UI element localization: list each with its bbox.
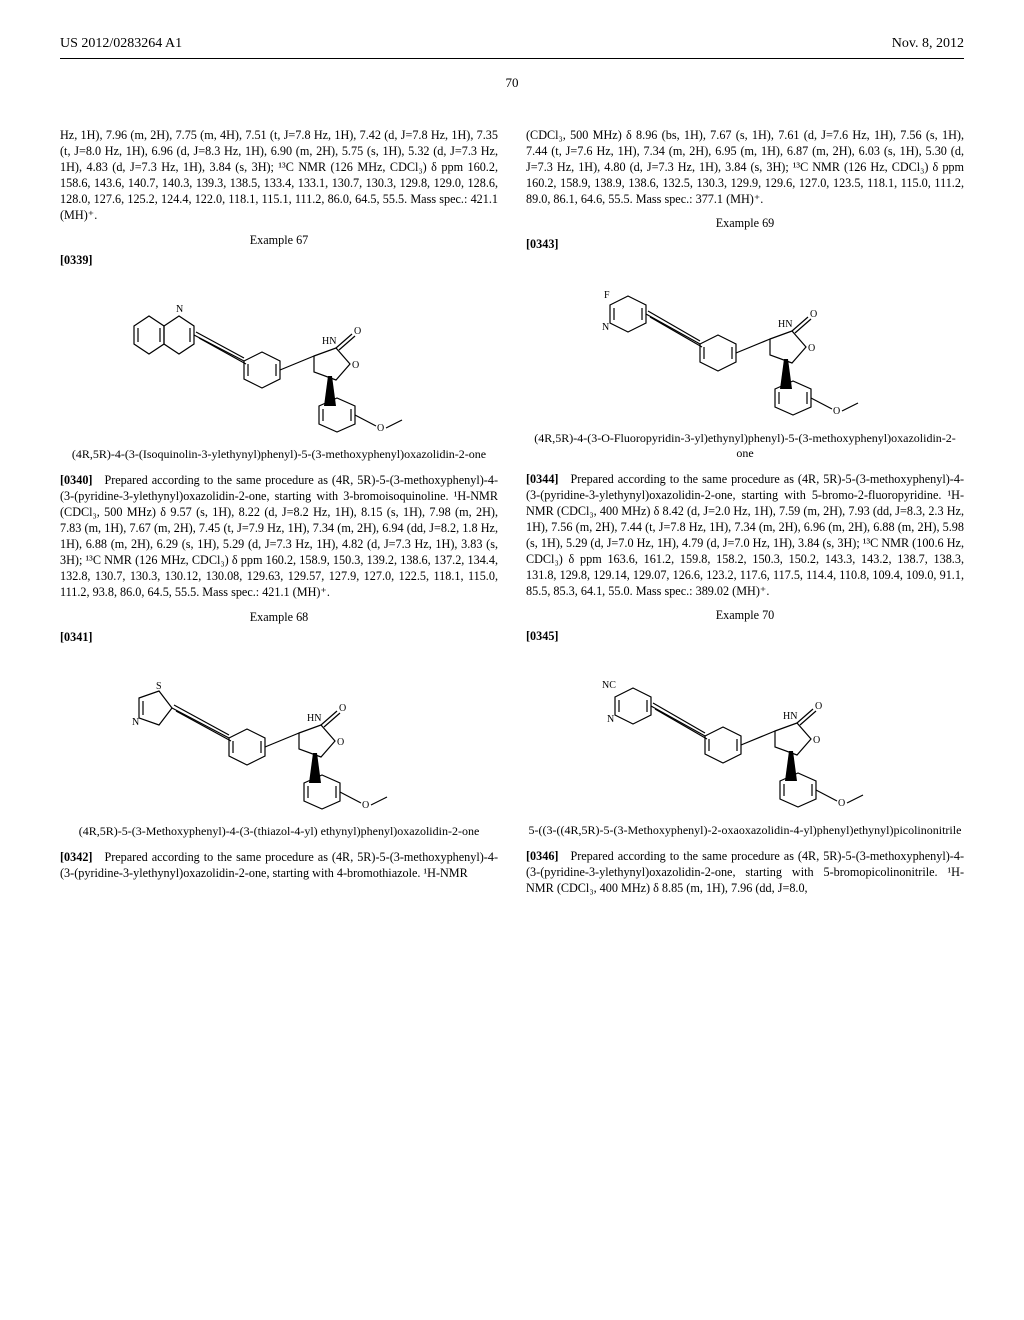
svg-text:HN: HN	[783, 711, 797, 722]
compound-68-title: (4R,5R)-5-(3-Methoxyphenyl)-4-(3-(thiazo…	[60, 824, 498, 839]
para-0340: [0340] Prepared according to the same pr…	[60, 472, 498, 601]
structure-69: N F HN O O	[580, 260, 910, 425]
continuation-text-right: (CDCl₃, 500 MHz) δ 8.96 (bs, 1H), 7.67 (…	[526, 127, 964, 207]
svg-text:O: O	[337, 737, 344, 748]
svg-text:O: O	[815, 701, 822, 712]
para-num-0343: [0343]	[526, 237, 559, 251]
structure-68: S N HN O	[114, 653, 444, 818]
example-67-label: Example 67	[60, 232, 498, 248]
svg-text:O: O	[354, 326, 361, 337]
compound-69-title: (4R,5R)-4-(3-O-Fluoropyridin-3-yl)ethyny…	[526, 431, 964, 461]
svg-text:NC: NC	[602, 680, 616, 691]
svg-text:O: O	[377, 423, 384, 434]
svg-text:N: N	[176, 304, 183, 315]
patent-page: US 2012/0283264 A1 Nov. 8, 2012 70 Hz, 1…	[0, 0, 1024, 944]
para-0342-text: Prepared according to the same procedure…	[60, 850, 498, 880]
svg-text:O: O	[838, 798, 845, 809]
compound-67-title: (4R,5R)-4-(3-(Isoquinolin-3-ylethynyl)ph…	[60, 447, 498, 462]
para-num-0344: [0344]	[526, 472, 559, 486]
left-column: Hz, 1H), 7.96 (m, 2H), 7.75 (m, 4H), 7.5…	[60, 127, 498, 904]
publication-date: Nov. 8, 2012	[892, 36, 964, 52]
example-70-label: Example 70	[526, 607, 964, 623]
svg-text:N: N	[602, 322, 609, 333]
svg-text:HN: HN	[307, 713, 321, 724]
page-number: 70	[60, 75, 964, 91]
para-num-0342: [0342]	[60, 850, 93, 864]
para-num-0341: [0341]	[60, 630, 93, 644]
structure-67: N HN O O	[114, 276, 444, 441]
svg-text:O: O	[339, 703, 346, 714]
para-num-0345: [0345]	[526, 629, 559, 643]
svg-text:HN: HN	[778, 319, 792, 330]
para-num-0339: [0339]	[60, 253, 93, 267]
example-69-label: Example 69	[526, 215, 964, 231]
para-0344-text: Prepared according to the same procedure…	[526, 472, 964, 599]
svg-text:O: O	[808, 343, 815, 354]
svg-text:O: O	[362, 800, 369, 811]
svg-text:HN: HN	[322, 336, 336, 347]
para-num-0346: [0346]	[526, 849, 559, 863]
svg-text:O: O	[810, 309, 817, 320]
svg-text:O: O	[813, 735, 820, 746]
svg-text:N: N	[132, 717, 139, 728]
para-0346-text: Prepared according to the same procedure…	[526, 849, 964, 895]
svg-text:S: S	[156, 681, 162, 692]
right-column: (CDCl₃, 500 MHz) δ 8.96 (bs, 1H), 7.67 (…	[526, 127, 964, 904]
para-0344: [0344] Prepared according to the same pr…	[526, 471, 964, 600]
structure-70: N NC HN O O	[580, 652, 910, 817]
svg-text:N: N	[607, 714, 614, 725]
para-0346: [0346] Prepared according to the same pr…	[526, 848, 964, 896]
content-columns: Hz, 1H), 7.96 (m, 2H), 7.75 (m, 4H), 7.5…	[60, 127, 964, 904]
para-0340-text: Prepared according to the same procedure…	[60, 473, 498, 600]
patent-number: US 2012/0283264 A1	[60, 36, 182, 52]
svg-text:O: O	[352, 360, 359, 371]
svg-text:F: F	[604, 290, 610, 301]
page-header: US 2012/0283264 A1 Nov. 8, 2012	[60, 36, 964, 59]
compound-70-title: 5-((3-((4R,5R)-5-(3-Methoxyphenyl)-2-oxa…	[526, 823, 964, 838]
continuation-text: Hz, 1H), 7.96 (m, 2H), 7.75 (m, 4H), 7.5…	[60, 127, 498, 224]
para-num-0340: [0340]	[60, 473, 93, 487]
svg-text:O: O	[833, 406, 840, 417]
para-0342: [0342] Prepared according to the same pr…	[60, 849, 498, 881]
example-68-label: Example 68	[60, 609, 498, 625]
